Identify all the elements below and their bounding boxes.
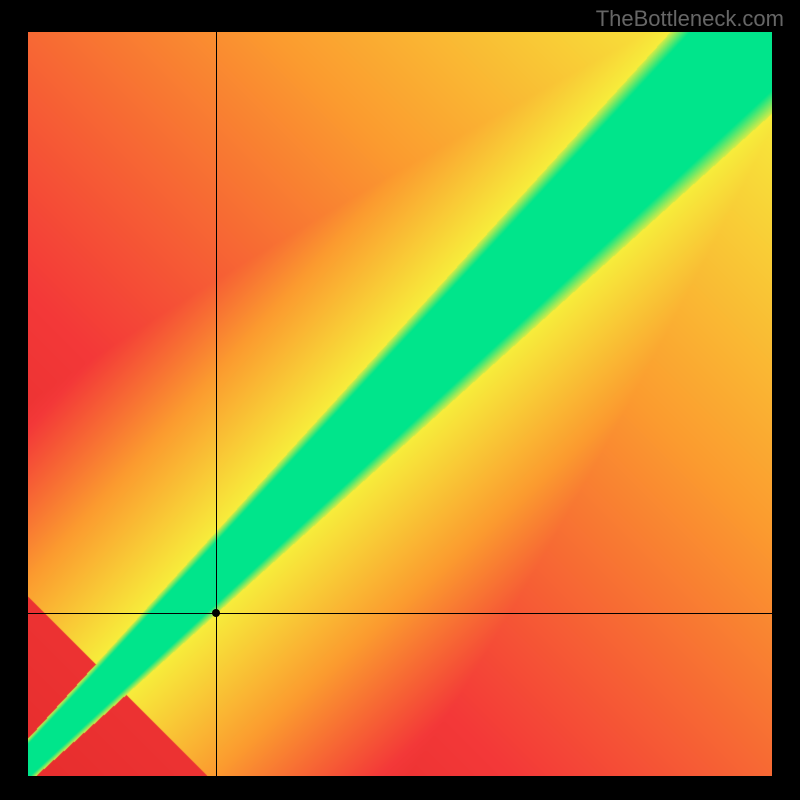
marker-point	[212, 609, 220, 617]
crosshair-vertical	[216, 32, 217, 776]
chart-container: TheBottleneck.com	[0, 0, 800, 800]
watermark-text: TheBottleneck.com	[596, 6, 784, 32]
crosshair-horizontal	[28, 613, 772, 614]
heatmap-plot	[28, 32, 772, 776]
heatmap-canvas	[28, 32, 772, 776]
